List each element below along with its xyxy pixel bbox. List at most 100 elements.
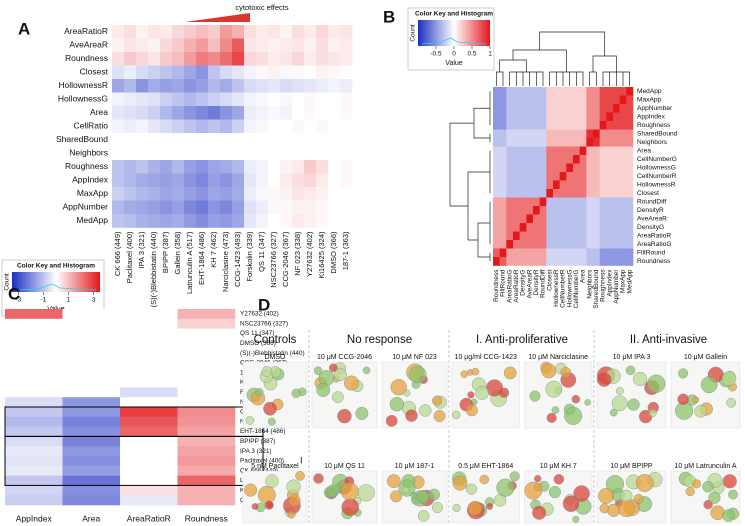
heatmap-cell <box>526 104 534 113</box>
heatmap-cell <box>112 38 125 53</box>
heatmap-cell <box>626 95 634 105</box>
row-label: Roundness <box>637 258 671 265</box>
heatmap-cell <box>62 416 121 427</box>
spheroid <box>633 371 648 387</box>
spheroid <box>410 491 417 499</box>
heatmap-cell <box>546 240 554 249</box>
heatmap-cell <box>196 25 209 39</box>
color-key-title: Color Key and Histogram <box>415 11 493 18</box>
spheroid <box>390 379 407 396</box>
heatmap-cell <box>5 485 63 496</box>
spheroid <box>620 489 633 502</box>
heatmap-cell <box>499 95 507 105</box>
heatmap-cell <box>546 197 554 207</box>
heatmap-cell <box>62 446 121 457</box>
heatmap-cell <box>124 187 137 201</box>
heatmap-cell <box>177 485 236 496</box>
heatmap-cell <box>316 65 329 80</box>
heatmap-cell <box>506 146 514 156</box>
heatmap-cell <box>304 173 317 188</box>
heatmap-cell <box>566 138 574 147</box>
heatmap-cell <box>599 257 607 266</box>
spheroid <box>726 397 737 408</box>
heatmap-cell <box>606 248 614 258</box>
row-label: (S)(-)Blebbistatin (440) <box>240 350 305 357</box>
heatmap-cell <box>593 197 600 207</box>
heatmap-cell <box>232 200 245 215</box>
heatmap-cell <box>292 38 305 53</box>
heatmap-cell <box>506 180 514 190</box>
heatmap-cell <box>513 180 520 190</box>
heatmap-cell <box>328 146 341 161</box>
heatmap-cell <box>626 214 634 224</box>
heatmap-cell <box>579 214 587 224</box>
row-label: DMSO (366) <box>240 340 276 347</box>
heatmap-cell <box>579 206 587 215</box>
heatmap-cell <box>268 200 281 215</box>
heatmap-cell <box>316 52 329 66</box>
spheroid <box>627 398 640 411</box>
heatmap-cell <box>244 173 257 188</box>
heatmap-cell <box>579 155 587 164</box>
spheroid <box>553 474 565 485</box>
heatmap-cell <box>268 38 281 53</box>
heatmap-cell <box>244 92 257 107</box>
heatmap-cell <box>613 138 620 147</box>
heatmap-cell <box>120 446 178 457</box>
heatmap-cell <box>499 206 507 215</box>
heatmap-cell <box>256 133 269 147</box>
heatmap-cell <box>579 257 587 266</box>
heatmap-cell <box>539 163 547 173</box>
heatmap-cell <box>626 163 634 173</box>
heatmap-cell <box>120 309 178 320</box>
heatmap-cell <box>172 25 185 39</box>
heatmap-cell <box>124 200 137 215</box>
color-key-histogram <box>15 283 97 291</box>
heatmap-cell <box>5 367 63 378</box>
heatmap-cell <box>268 79 281 93</box>
heatmap-cell <box>340 173 353 188</box>
spheroid <box>295 471 305 481</box>
heatmap-cell <box>256 92 269 107</box>
annotation: cytotoxic effects <box>235 3 288 12</box>
heatmap-cell <box>304 38 317 53</box>
heatmap-cell <box>256 214 269 228</box>
heatmap-cell <box>553 189 560 198</box>
heatmap-cell <box>316 92 329 107</box>
heatmap-cell <box>499 172 507 181</box>
heatmap-cell <box>208 106 221 120</box>
heatmap-cell <box>148 106 161 120</box>
row-label: Area <box>90 107 108 117</box>
spheroid <box>386 474 401 489</box>
heatmap-cell <box>533 231 540 241</box>
heatmap-cell <box>526 163 534 173</box>
heatmap-cell <box>619 112 627 122</box>
image-caption: 10 μM 187-1 <box>395 463 435 470</box>
heatmap-cell <box>586 138 594 147</box>
heatmap-cell <box>539 214 547 224</box>
heatmap-cell <box>599 214 607 224</box>
color-key-ylabel: Count <box>4 273 11 291</box>
heatmap-cell <box>506 197 514 207</box>
heatmap-cell <box>493 146 500 156</box>
heatmap-cell <box>232 119 245 134</box>
spheroid <box>344 375 360 391</box>
heatmap-cell <box>160 106 173 120</box>
spheroid <box>545 380 563 398</box>
spheroid <box>291 388 301 398</box>
row-label: IPA 3 (321) <box>240 448 272 455</box>
column-label: KH 7 (462) <box>209 231 218 268</box>
heatmap-cell <box>148 187 161 201</box>
spheroid <box>548 486 561 499</box>
spheroid <box>332 391 344 404</box>
spheroid <box>551 406 560 414</box>
heatmap-cell <box>526 214 534 224</box>
heatmap-cell <box>172 79 185 93</box>
spheroid <box>708 491 721 504</box>
heatmap-cell <box>619 129 627 139</box>
heatmap-cell <box>499 240 507 249</box>
heatmap-cell <box>559 257 567 266</box>
row-label: MaxApp <box>77 188 108 198</box>
heatmap-cell <box>506 223 514 232</box>
heatmap-cell <box>586 248 594 258</box>
